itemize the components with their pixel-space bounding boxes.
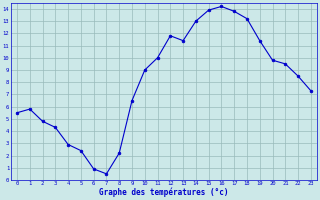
X-axis label: Graphe des températures (°c): Graphe des températures (°c) <box>99 188 229 197</box>
